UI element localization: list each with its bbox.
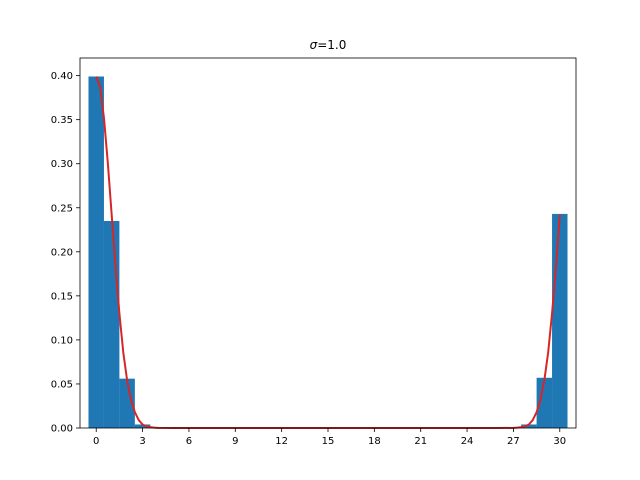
histogram-bar <box>119 378 135 428</box>
histogram-bar <box>552 213 568 428</box>
x-tick-label: 15 <box>322 436 335 447</box>
chart-title-symbol: σ <box>310 38 318 52</box>
x-tick-label: 9 <box>232 436 238 447</box>
y-tick-label: 0.35 <box>51 115 73 126</box>
x-tick-label: 24 <box>461 436 474 447</box>
y-tick-label: 0.40 <box>51 71 73 82</box>
histogram-bar <box>536 377 553 428</box>
x-tick-label: 12 <box>275 436 288 447</box>
y-tick-label: 0.10 <box>51 335 73 346</box>
x-tick-label: 21 <box>414 436 427 447</box>
x-tick-label: 6 <box>186 436 192 447</box>
chart-title-value: =1.0 <box>317 38 346 52</box>
x-tick-label: 27 <box>507 436 520 447</box>
y-tick-label: 0.00 <box>51 424 73 435</box>
y-tick-label: 0.25 <box>51 203 73 214</box>
y-tick-label: 0.20 <box>51 247 73 258</box>
histogram-bar <box>521 424 537 428</box>
histogram-bar <box>88 76 104 428</box>
x-axis: 0 3 6 9 12 15 18 21 24 27 30 <box>93 428 566 447</box>
histogram-bar <box>103 220 120 428</box>
y-tick-label: 0.15 <box>51 291 73 302</box>
histogram-bar <box>134 424 151 428</box>
y-tick-label: 0.05 <box>51 379 73 390</box>
x-tick-label: 3 <box>139 436 145 447</box>
x-tick-label: 0 <box>93 436 99 447</box>
y-axis: 0.00 0.05 0.10 0.15 0.20 0.25 0.30 0.35 0.40 <box>51 71 80 435</box>
x-tick-label: 30 <box>553 436 566 447</box>
y-tick-label: 0.30 <box>51 159 73 170</box>
chart-title: σ=1.0 <box>310 38 347 52</box>
x-tick-label: 18 <box>368 436 381 447</box>
